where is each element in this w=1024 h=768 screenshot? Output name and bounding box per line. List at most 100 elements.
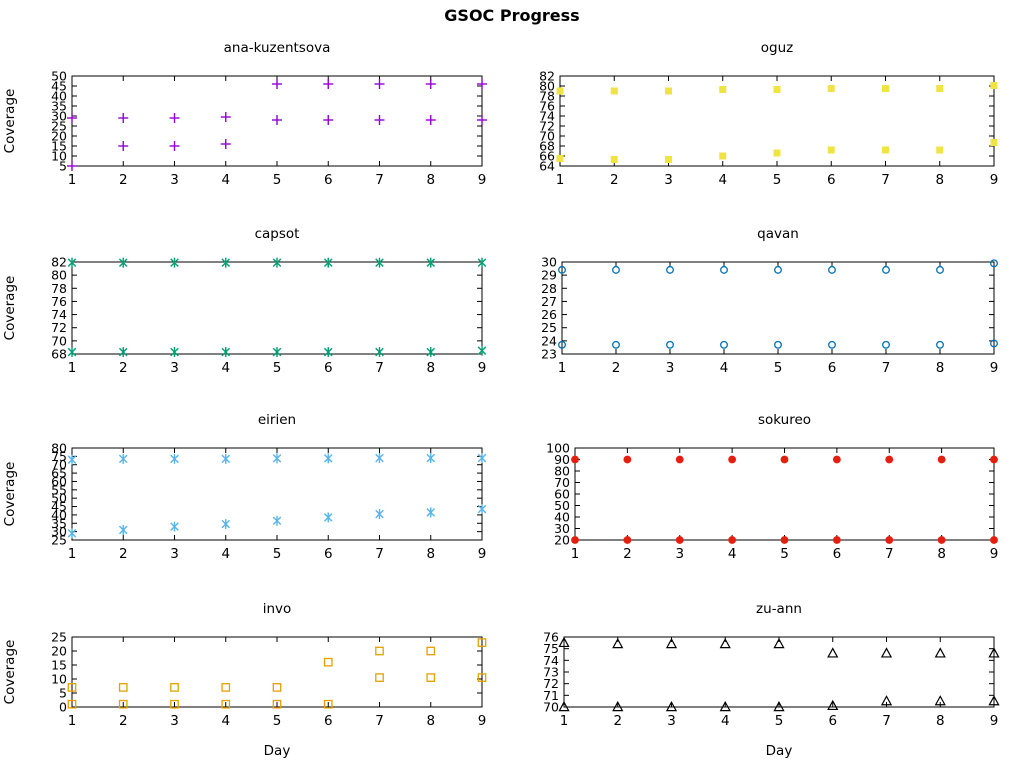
y-tick-label: 68 <box>51 347 67 362</box>
x-tick-label: 9 <box>478 360 487 376</box>
x-tick-label: 3 <box>664 172 673 188</box>
x-tick-label: 4 <box>221 172 230 188</box>
data-point <box>882 340 890 349</box>
y-tick-label: 10 <box>51 149 67 164</box>
y-tick-label: 70 <box>554 475 570 490</box>
data-point <box>170 699 179 709</box>
x-tick-label: 4 <box>728 546 737 562</box>
data-point <box>990 455 998 464</box>
data-point <box>375 509 384 519</box>
page-title: GSOC Progress <box>444 6 580 25</box>
data-point <box>375 453 384 463</box>
data-point <box>477 453 487 463</box>
data-point <box>882 265 890 274</box>
y-tick-label: 66 <box>539 149 555 164</box>
y-tick-label: 76 <box>51 294 67 309</box>
data-point <box>323 454 333 463</box>
data-point <box>832 455 841 464</box>
y-tick-label: 80 <box>51 441 67 456</box>
y-tick-label: 45 <box>51 499 67 514</box>
y-tick-label: 40 <box>554 510 570 525</box>
data-point <box>936 146 944 154</box>
x-tick-label: 6 <box>828 360 837 376</box>
x-tick-label: 6 <box>324 713 333 729</box>
x-tick-label: 9 <box>478 172 487 188</box>
y-tick-label: 74 <box>543 653 559 668</box>
y-tick-label: 65 <box>51 466 67 481</box>
y-tick-label: 60 <box>51 474 67 489</box>
data-point <box>666 340 674 349</box>
data-point <box>221 519 231 529</box>
data-point <box>773 637 785 649</box>
y-tick-label: 50 <box>51 491 67 506</box>
data-point <box>426 508 436 517</box>
x-tick-label: 7 <box>375 546 384 562</box>
data-point <box>375 673 384 682</box>
data-point <box>719 152 727 160</box>
data-point <box>666 265 674 274</box>
y-tick-label: 70 <box>539 129 555 144</box>
data-point <box>558 265 566 274</box>
y-axis-label: Coverage <box>2 640 18 705</box>
x-tick-label: 2 <box>119 546 128 562</box>
y-tick-label: 25 <box>51 119 67 134</box>
data-point <box>675 536 684 544</box>
data-point <box>221 258 231 267</box>
x-tick-label: 8 <box>426 360 435 376</box>
data-point <box>323 258 333 267</box>
data-point <box>558 700 570 712</box>
data-point <box>827 647 839 658</box>
y-tick-label: 70 <box>51 457 67 472</box>
y-tick-label: 0 <box>59 700 67 715</box>
data-point <box>719 86 727 93</box>
data-point <box>780 536 789 544</box>
x-tick-label: 7 <box>375 172 384 188</box>
x-tick-label: 5 <box>273 546 282 562</box>
panel-title: eirien <box>258 412 296 428</box>
x-tick-label: 7 <box>885 546 894 562</box>
data-point <box>623 455 632 464</box>
x-tick-label: 4 <box>221 713 230 729</box>
y-tick-label: 74 <box>539 109 555 124</box>
data-point <box>375 347 384 357</box>
y-tick-label: 30 <box>51 524 67 539</box>
data-point <box>221 699 231 709</box>
x-tick-label: 5 <box>773 172 782 188</box>
data-point <box>118 258 128 267</box>
panel-title: ana-kuzentsova <box>224 40 331 56</box>
data-point <box>937 536 946 544</box>
data-point <box>936 265 944 274</box>
data-point <box>780 455 789 464</box>
y-tick-label: 64 <box>539 159 555 174</box>
x-tick-label: 4 <box>221 360 230 376</box>
data-point <box>988 695 1000 706</box>
data-point <box>571 536 579 544</box>
x-tick-label: 4 <box>718 172 727 188</box>
data-point <box>221 347 231 357</box>
x-tick-label: 3 <box>170 172 179 188</box>
plot-border <box>561 261 995 355</box>
data-point <box>990 536 998 544</box>
data-point <box>477 504 487 514</box>
data-point <box>728 455 737 464</box>
y-tick-label: 20 <box>554 533 570 548</box>
y-tick-label: 5 <box>59 686 67 701</box>
y-tick-label: 68 <box>539 139 555 154</box>
data-point <box>170 683 179 692</box>
data-point <box>323 657 333 667</box>
x-axis-label: Day <box>264 743 291 759</box>
x-tick-label: 5 <box>775 713 784 729</box>
data-point <box>272 699 282 709</box>
y-tick-label: 82 <box>51 255 67 270</box>
x-tick-label: 2 <box>613 713 622 729</box>
x-tick-label: 6 <box>324 360 333 376</box>
data-point <box>556 87 564 95</box>
x-tick-label: 9 <box>478 546 487 562</box>
x-tick-label: 1 <box>68 546 77 562</box>
y-tick-label: 75 <box>51 449 67 464</box>
data-point <box>323 347 333 357</box>
panel-title: invo <box>263 601 292 617</box>
y-tick-label: 55 <box>51 482 67 497</box>
